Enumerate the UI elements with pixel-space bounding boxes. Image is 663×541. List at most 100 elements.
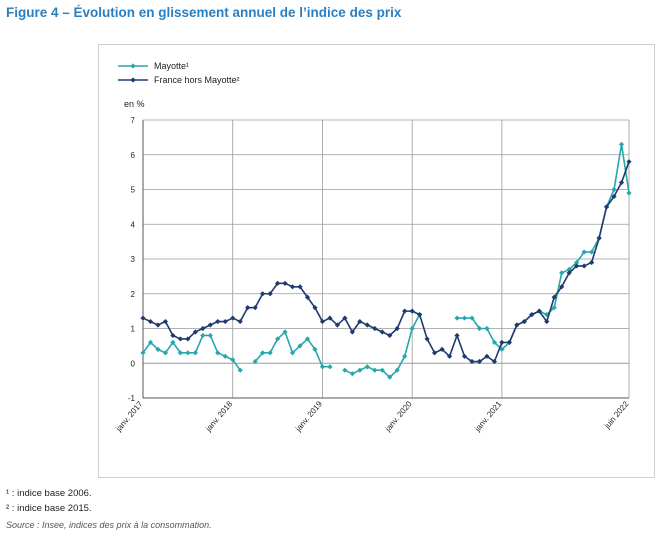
- data-point-1: [559, 284, 565, 290]
- series-line-0: [254, 330, 330, 368]
- y-tick-label: 5: [131, 186, 136, 195]
- data-point-1: [506, 339, 512, 345]
- data-point-0: [319, 364, 326, 370]
- data-point-1: [274, 280, 281, 286]
- chart-frame: [98, 44, 655, 478]
- data-point-0: [185, 350, 191, 356]
- data-point-1: [245, 305, 251, 311]
- data-point-1: [574, 263, 580, 269]
- data-point-1: [177, 336, 183, 342]
- footnote-1: ¹ : indice base 2006.: [6, 488, 92, 499]
- data-point-1: [581, 263, 587, 269]
- data-point-1: [140, 315, 146, 321]
- y-tick-label: 3: [131, 255, 136, 264]
- data-point-0: [589, 249, 595, 255]
- data-point-1: [222, 318, 228, 325]
- data-point-0: [469, 315, 475, 321]
- data-point-0: [177, 350, 183, 356]
- data-point-0: [491, 339, 498, 345]
- data-point-0: [162, 350, 169, 356]
- data-point-1: [334, 322, 340, 328]
- data-point-1: [417, 312, 423, 318]
- data-point-0: [357, 367, 363, 373]
- data-point-0: [260, 350, 266, 356]
- data-point-0: [282, 329, 288, 335]
- data-point-1: [476, 358, 483, 365]
- data-point-0: [297, 343, 303, 349]
- data-point-0: [372, 367, 378, 373]
- legend-marker: [130, 77, 136, 83]
- data-point-1: [319, 318, 326, 325]
- data-point-1: [170, 332, 176, 339]
- data-point-0: [559, 270, 565, 276]
- data-point-1: [364, 322, 370, 328]
- data-point-0: [192, 350, 198, 356]
- data-point-1: [454, 332, 460, 339]
- y-tick-label: 2: [131, 290, 136, 299]
- figure-title: Figure 4 – Évolution en glissement annue…: [6, 5, 402, 20]
- data-point-1: [304, 294, 311, 300]
- data-point-1: [402, 308, 408, 314]
- data-point-0: [155, 346, 161, 352]
- data-point-0: [267, 350, 273, 356]
- y-axis-label: en %: [124, 99, 145, 109]
- data-point-0: [364, 364, 370, 370]
- x-tick-label: janv. 2017: [114, 399, 145, 434]
- data-point-1: [200, 325, 206, 332]
- data-point-1: [192, 329, 198, 335]
- data-point-1: [446, 353, 453, 359]
- data-point-1: [611, 193, 617, 200]
- data-point-0: [454, 315, 460, 321]
- data-point-1: [499, 339, 505, 345]
- series-line-0: [457, 144, 630, 351]
- data-point-1: [252, 305, 258, 311]
- data-point-1: [529, 312, 535, 318]
- data-point-1: [327, 315, 333, 321]
- x-tick-label: janv. 2020: [383, 399, 414, 434]
- data-point-1: [349, 329, 355, 335]
- legend-label: France hors Mayotte²: [154, 75, 240, 85]
- data-point-1: [626, 159, 632, 165]
- data-point-0: [484, 325, 490, 332]
- data-point-1: [536, 308, 542, 314]
- data-point-0: [402, 353, 408, 359]
- y-tick-label: -1: [128, 394, 136, 403]
- footnote-2: ² : indice base 2015.: [6, 503, 92, 514]
- data-point-1: [461, 353, 468, 359]
- data-point-0: [170, 339, 176, 345]
- data-point-1: [544, 318, 550, 325]
- data-point-1: [596, 235, 602, 241]
- data-point-0: [566, 266, 572, 273]
- data-point-1: [342, 315, 348, 321]
- data-point-0: [289, 350, 296, 356]
- data-point-1: [207, 322, 213, 328]
- data-point-0: [200, 332, 206, 339]
- data-point-1: [432, 350, 438, 356]
- data-point-1: [491, 358, 498, 365]
- data-point-1: [230, 315, 236, 321]
- legend-marker: [130, 63, 136, 69]
- y-tick-label: 4: [131, 220, 136, 229]
- data-point-1: [267, 291, 273, 297]
- data-point-1: [424, 336, 430, 342]
- data-point-1: [379, 329, 385, 335]
- data-point-1: [312, 305, 318, 311]
- data-point-0: [274, 336, 281, 342]
- data-point-1: [566, 270, 572, 276]
- data-point-0: [230, 357, 236, 363]
- data-point-1: [521, 318, 527, 325]
- series-line-0: [142, 334, 241, 371]
- data-point-0: [409, 325, 415, 332]
- data-point-0: [626, 190, 632, 196]
- y-tick-label: 1: [131, 325, 136, 334]
- data-point-0: [207, 332, 213, 339]
- data-point-1: [387, 332, 393, 339]
- data-point-0: [215, 350, 221, 356]
- data-point-0: [394, 367, 400, 373]
- x-tick-label: janv. 2019: [293, 399, 324, 434]
- x-tick-label: juin 2022: [602, 399, 631, 431]
- data-point-1: [297, 284, 303, 290]
- data-point-1: [357, 318, 363, 325]
- data-point-0: [618, 141, 625, 147]
